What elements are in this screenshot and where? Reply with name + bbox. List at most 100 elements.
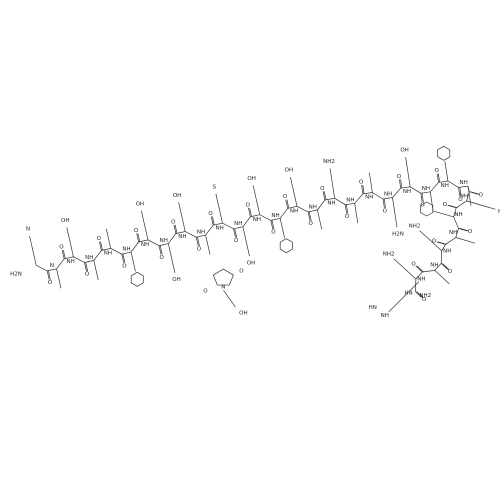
atom-label: NH [459, 180, 467, 186]
double-bond [362, 184, 365, 194]
atom-label: H2N [392, 232, 404, 238]
atom-label: NH [234, 221, 242, 227]
side-chain [369, 172, 373, 193]
double-bond [233, 228, 236, 238]
side-chain [29, 235, 33, 246]
side-chain [395, 217, 398, 228]
double-bond [415, 265, 423, 273]
atom-label: O [171, 219, 176, 225]
atom-label: OH [400, 148, 408, 154]
side-chain [255, 195, 261, 215]
side-chain [444, 161, 449, 182]
double-bond [99, 241, 102, 251]
atom-label: NH [422, 186, 430, 192]
atom-label: OH [285, 168, 293, 174]
side-chain [290, 176, 293, 187]
aromatic-ring [420, 201, 434, 217]
double-bond [159, 245, 163, 255]
atom-label: O [309, 221, 314, 227]
atom-label: O [468, 229, 473, 235]
side-chain [66, 227, 70, 238]
atom-label: OH [247, 260, 255, 266]
double-bond [270, 220, 274, 230]
atom-label: NH [417, 276, 425, 282]
double-bond [234, 228, 238, 238]
double-bond [322, 191, 326, 201]
side-chain [329, 168, 332, 179]
atom-label: O [458, 197, 463, 203]
atom-label: NH [381, 313, 389, 319]
atom-label: O [271, 230, 276, 236]
double-bond [361, 184, 364, 194]
double-bond [174, 224, 178, 234]
double-bond [84, 262, 87, 272]
double-bond [437, 241, 447, 245]
atom-label: O [85, 272, 90, 278]
atom-label: NH [346, 197, 354, 203]
double-bond [442, 263, 450, 270]
atom-label: O [239, 269, 244, 275]
side-chain [93, 260, 99, 280]
atom-label: NH [460, 194, 468, 200]
side-chain [405, 157, 408, 168]
double-bond [121, 253, 125, 263]
atom-label: NH [327, 200, 335, 206]
side-chain [31, 245, 37, 266]
double-bond [62, 249, 66, 259]
double-bond [415, 291, 423, 298]
side-chain [392, 197, 396, 218]
atom-label: N [221, 285, 225, 291]
double-bond [421, 193, 424, 203]
atom-label: NH2 [323, 159, 335, 165]
atom-label: NH [85, 255, 93, 261]
side-chain [242, 226, 248, 247]
atom-label: O [246, 203, 251, 209]
atom-label: OH [239, 311, 247, 317]
atom-label: HN [404, 290, 412, 296]
atom-label: O [443, 202, 448, 208]
atom-label: S [213, 185, 217, 191]
atom-label: HN [498, 209, 500, 215]
side-chain [172, 262, 176, 273]
side-chain [56, 268, 62, 289]
double-bond [382, 198, 385, 208]
atom-label: O [422, 297, 427, 303]
double-bond [158, 245, 162, 255]
side-chain [217, 203, 223, 224]
side-chain [168, 243, 174, 264]
atom-label: NH [384, 192, 392, 198]
aromatic-ring [279, 238, 293, 254]
side-chain [406, 166, 411, 187]
double-bond [346, 204, 349, 214]
side-chain [317, 209, 323, 230]
double-bond [458, 187, 461, 197]
side-chain [68, 237, 74, 257]
aromatic-ring [437, 145, 451, 161]
atom-label: N [50, 263, 54, 269]
double-bond [286, 199, 290, 209]
atom-label: O [48, 280, 53, 286]
atom-label: O [434, 168, 439, 174]
double-bond [173, 224, 177, 234]
backbone [36, 180, 470, 292]
double-bond [122, 253, 126, 263]
side-chain [393, 258, 402, 266]
atom-label: H2N [10, 272, 22, 278]
atom-label: NH [253, 217, 261, 223]
atom-label: O [197, 246, 202, 252]
double-bond [61, 249, 65, 259]
atom-label: NH [104, 251, 112, 257]
atom-label: O [411, 261, 416, 267]
side-chain [143, 220, 149, 241]
atom-label: NH [197, 230, 205, 236]
atom-label: O [122, 263, 127, 269]
side-chain [223, 289, 236, 308]
aromatic-ring [130, 271, 144, 287]
atom-label: NH [454, 212, 462, 218]
side-chain [246, 246, 250, 257]
atom-label: O [432, 239, 437, 245]
double-bond [48, 270, 51, 280]
side-chain [466, 200, 486, 207]
atom-label: NH [66, 259, 74, 265]
